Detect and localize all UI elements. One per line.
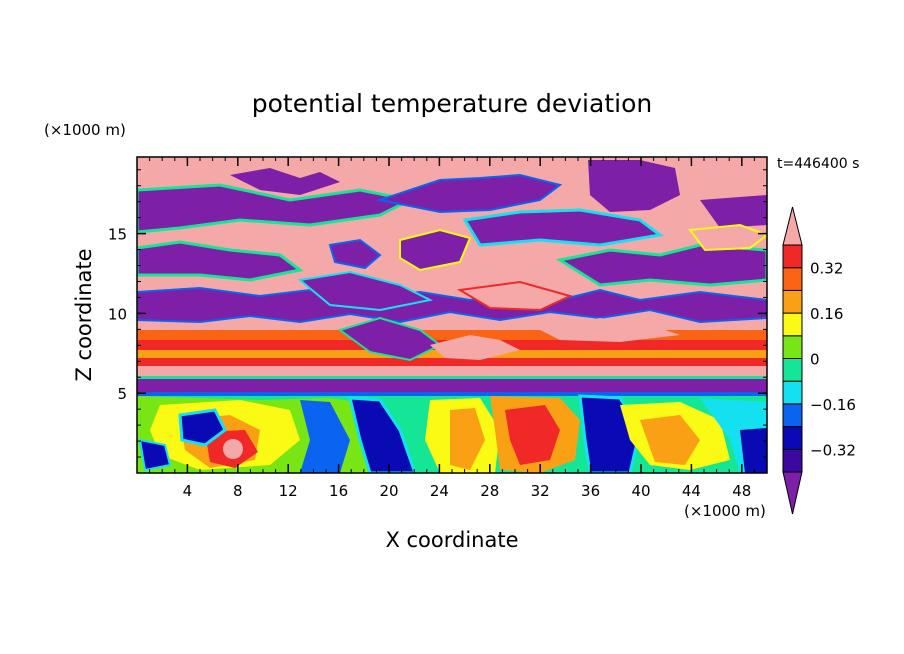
colorbar-tick-label: −0.32 <box>810 441 856 459</box>
x-tick-label: 44 <box>682 482 701 500</box>
time-label: t=446400 s <box>777 156 859 172</box>
x-tick-label: 8 <box>233 482 243 500</box>
colorbar-tick-label: 0.16 <box>810 305 843 323</box>
colorbar-segment <box>782 426 803 450</box>
x-unit-label: (×1000 m) <box>684 502 766 520</box>
x-tick-label: 20 <box>379 482 398 500</box>
colorbar-segment <box>782 448 803 473</box>
x-tick-label: 16 <box>329 482 348 500</box>
y-axis: 5 10 15 <box>108 169 767 458</box>
colorbar-segment <box>782 312 803 337</box>
x-tick-label: 12 <box>279 482 298 500</box>
colorbar-segment <box>782 358 803 382</box>
x-axis-label: X coordinate <box>385 528 518 552</box>
colorbar-segment <box>782 267 803 291</box>
x-tick-label: 40 <box>631 482 650 500</box>
y-axis-label: Z coordinate <box>72 248 96 381</box>
y-tick-label: 15 <box>108 226 127 244</box>
colorbar-tick-label: −0.16 <box>810 396 856 414</box>
x-tick-label: 24 <box>430 482 449 500</box>
x-tick-label: 36 <box>581 482 600 500</box>
x-tick-label: 28 <box>480 482 499 500</box>
colorbar-segment <box>782 244 803 269</box>
colorbar-segment <box>782 380 803 405</box>
y-tick-label: 5 <box>117 385 127 403</box>
x-tick-label: 32 <box>531 482 550 500</box>
colorbar-tick-label: 0 <box>810 351 820 369</box>
colorbar: 0.32 0.16 0 −0.16 −0.32 <box>782 206 856 515</box>
colorbar-segment <box>782 403 803 428</box>
x-tick-label: 48 <box>732 482 751 500</box>
colorbar-min-arrow <box>782 471 803 515</box>
y-tick-label: 10 <box>108 305 127 323</box>
chart-title: potential temperature deviation <box>252 89 652 118</box>
colorbar-segment <box>782 289 803 314</box>
colorbar-max-arrow <box>782 206 803 246</box>
colorbar-tick-label: 0.32 <box>810 260 843 278</box>
contour-field <box>137 157 767 473</box>
y-unit-label: (×1000 m) <box>44 121 126 139</box>
colorbar-segment <box>782 335 803 359</box>
x-tick-label: 4 <box>183 482 193 500</box>
x-axis: 4 8 12 16 20 24 28 32 36 40 44 48 <box>149 157 755 500</box>
